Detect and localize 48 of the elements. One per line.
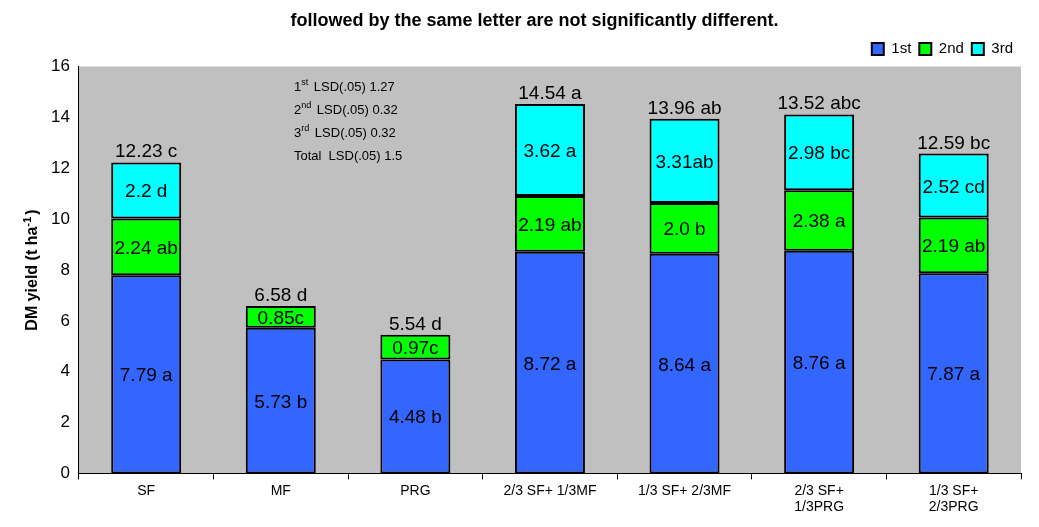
x-tick-label: 1/3 SF+ 2/3MF bbox=[638, 481, 732, 498]
data-label: 0.97c bbox=[392, 337, 439, 359]
y-tick-label: 6 bbox=[60, 310, 70, 330]
y-tick-label: 12 bbox=[50, 157, 70, 177]
y-tick-label: 0 bbox=[60, 463, 70, 483]
x-tick-label: 2/3 SF+ 1/3MF bbox=[503, 481, 597, 498]
data-label: 2.19 ab bbox=[922, 235, 986, 257]
x-tick-label: SF bbox=[137, 481, 156, 498]
data-label: 2.0 b bbox=[663, 218, 706, 240]
data-label: 2.38 a bbox=[792, 210, 846, 232]
y-tick-label: 16 bbox=[50, 56, 70, 76]
annotation: 14.54 a bbox=[518, 81, 583, 103]
data-label: 8.72 a bbox=[523, 352, 577, 374]
data-label: 7.79 a bbox=[119, 364, 174, 386]
chart-title: followed by the same letter are not significantly different. bbox=[290, 9, 779, 30]
data-label: 0.85c bbox=[257, 306, 305, 328]
x-tick-label: PRG bbox=[400, 481, 431, 498]
annotation: Total LSD(.05) 1.5 bbox=[293, 147, 403, 163]
data-label: 3.31ab bbox=[655, 150, 714, 172]
data-label: 2.2 d bbox=[125, 180, 168, 202]
annotation: 13.52 abc bbox=[777, 92, 861, 114]
data-label: 2.98 bc bbox=[787, 142, 851, 164]
data-label: 8.76 a bbox=[792, 352, 846, 374]
data-label: 2.19 ab bbox=[518, 213, 582, 235]
legend-label: 1st bbox=[891, 39, 913, 57]
x-tick-label: MF bbox=[270, 481, 291, 498]
data-label: 5.73 b bbox=[254, 390, 308, 412]
data-label: 8.64 a bbox=[658, 353, 712, 375]
y-tick-label: 2 bbox=[60, 412, 70, 432]
annotation: 5.54 d bbox=[388, 312, 442, 334]
x-tick-label: 1/3 SF+ 2/3PRG bbox=[928, 481, 979, 515]
annotation: 12.23 c bbox=[115, 140, 178, 162]
annotation: 13.96 ab bbox=[647, 96, 722, 118]
data-label: 7.87 a bbox=[927, 363, 981, 385]
y-tick-label: 8 bbox=[60, 259, 70, 279]
annotation: 12.59 bc bbox=[917, 131, 991, 153]
y-tick-label: 10 bbox=[50, 208, 70, 228]
legend-label: 3rd bbox=[991, 39, 1014, 57]
data-label: 2.24 ab bbox=[114, 236, 178, 258]
y-tick-label: 14 bbox=[50, 107, 70, 127]
y-tick-label: 4 bbox=[60, 361, 70, 381]
legend-label: 2nd bbox=[938, 39, 964, 57]
data-label: 2.52 cd bbox=[922, 175, 985, 197]
data-label: 4.48 b bbox=[388, 406, 442, 428]
annotation: 6.58 d bbox=[254, 284, 308, 306]
data-label: 3.62 a bbox=[523, 139, 577, 161]
x-tick-label: 2/3 SF+ 1/3PRG bbox=[794, 481, 845, 515]
y-axis-title: DM yield (t ha-1) bbox=[20, 209, 40, 331]
